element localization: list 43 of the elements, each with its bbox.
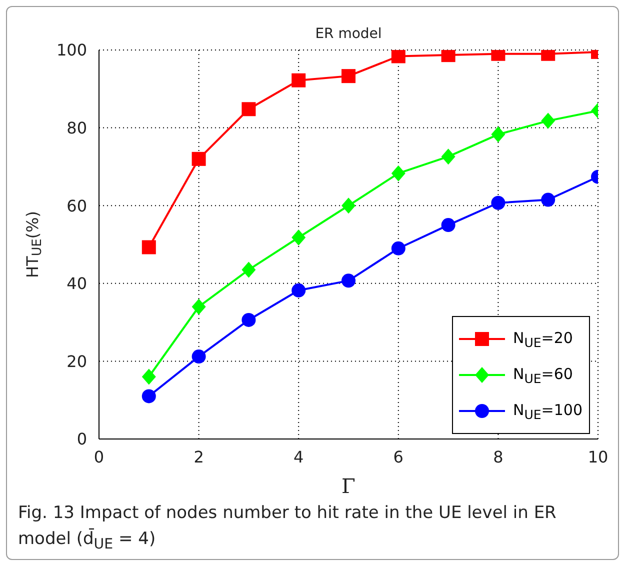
point <box>242 102 256 116</box>
point <box>242 312 256 327</box>
legend-label: N$_{UE}$=60 <box>513 364 573 386</box>
point <box>391 241 406 256</box>
x-tick-label: 2 <box>194 447 204 466</box>
x-tick-label: 10 <box>588 447 608 466</box>
y-tick-label: 0 <box>76 430 87 449</box>
x-tick-label: 6 <box>393 447 404 466</box>
point <box>142 389 156 404</box>
point <box>541 192 556 207</box>
x-axis-title: Γ <box>342 474 356 498</box>
y-tick-label: 80 <box>66 118 87 138</box>
point <box>391 165 406 182</box>
point <box>391 50 406 64</box>
point <box>441 218 456 232</box>
point <box>192 152 206 166</box>
x-tick-label: 0 <box>94 447 104 466</box>
y-tick-label: 100 <box>56 40 87 60</box>
point <box>192 350 206 364</box>
legend-label: N$_{UE}$=100 <box>513 400 582 422</box>
point <box>342 69 356 84</box>
y-tick-label: 60 <box>66 196 87 216</box>
chart-title: ER model <box>314 26 383 42</box>
x-tick-label: 4 <box>294 447 304 466</box>
point <box>242 262 256 278</box>
point <box>441 50 456 62</box>
y-tick-label: 20 <box>66 352 87 371</box>
y-tick-label: 40 <box>66 274 87 294</box>
caption: Fig. 13 Impact of nodes number to hit rate in the UE level in ER model (d̄$_{UE}$ = 4) <box>18 502 558 554</box>
point <box>192 298 206 315</box>
point <box>292 283 306 298</box>
point <box>142 368 156 385</box>
legend-label: N$_{UE}$=20 <box>513 328 573 350</box>
point <box>142 240 156 254</box>
point <box>292 230 306 246</box>
point <box>441 148 456 165</box>
x-tick-label: 8 <box>493 447 504 466</box>
point <box>491 196 506 210</box>
point <box>541 112 556 129</box>
point <box>342 198 356 214</box>
point <box>292 73 306 88</box>
point <box>491 126 506 142</box>
point <box>342 274 356 288</box>
